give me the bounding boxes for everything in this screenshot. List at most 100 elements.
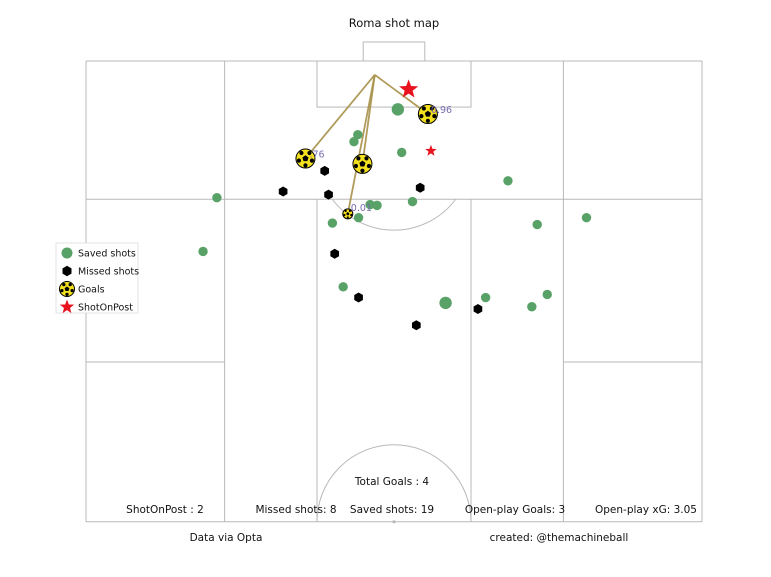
legend-item-missed: Missed shots [62,265,139,278]
assist-line [346,74,376,215]
goal-ball-patch [307,150,312,156]
saved-shot-marker [372,200,382,211]
legend-saved-icon [61,247,73,259]
stat-open-play-goals: Open-play Goals: 3 [465,504,565,516]
shot-on-post-marker [425,144,437,156]
credit-created: created: @themachineball [490,532,629,544]
stat-total-goals: Total Goals : 4 [354,476,429,488]
goal-xg-labels: 0.96 .76 0.01 [309,105,452,214]
saved-shot-marker [212,193,222,203]
stat-open-play-xg: Open-play xG: 3.05 [595,504,697,516]
saved-shot-marker [349,136,359,147]
goal-ball-patch [343,213,346,217]
goal-ball-patch [364,156,369,161]
goal-ball-patch [64,286,70,292]
assist-line [374,74,429,115]
goal-ball-patch [356,156,361,161]
legend-missed-icon [62,265,72,277]
goal-ball-patch [346,216,349,219]
legend-post-icon [59,299,75,314]
goal-marker [352,153,373,174]
goal-ball-patch [302,155,309,162]
legend-item-goals: Goals [59,281,105,297]
six-yard-box [316,60,472,108]
goal-ball-patch [429,106,434,111]
goal-ball-patch [366,163,372,169]
legend-item-post: ShotOnPost [59,299,133,314]
saved-shot-marker [198,246,208,257]
goal-ball-patch [353,163,359,169]
missed-shot-marker [412,320,421,331]
saved-shot-marker [353,212,364,223]
missed-shot-marker [324,189,333,200]
saved-shot-marker [527,302,537,312]
saved-shot-marker [439,296,452,310]
legend-label-post: ShotOnPost [78,303,133,314]
missed-shot-marker [278,186,288,197]
saved-shot-marker [327,218,338,228]
stats-panel: Total Goals : 4 ShotOnPost : 2 Missed sh… [126,476,697,516]
goal-ball-patch [419,114,424,119]
stat-missed-shots: Missed shots: 8 [255,504,336,516]
goal-ball-patch [359,160,366,167]
saved-shot-marker [532,219,542,230]
goal-ball-patch [432,114,437,119]
legend: Saved shots Missed shots Goals ShotOnPost [55,242,139,314]
saved-shot-marker [581,212,592,223]
goal-xg-label: 0.96 [431,105,452,116]
penalty-box [224,60,564,200]
credit-source: Data via Opta [190,532,263,544]
goal-ball-patch [68,282,72,287]
stat-saved-shots: Saved shots: 19 [350,504,434,516]
legend-item-saved: Saved shots [61,247,136,260]
legend-label-missed: Missed shots [78,267,139,278]
saved-shot-marker [353,130,363,140]
goal-ball-patch [348,209,352,213]
saved-shot-marker [391,103,405,116]
legend-label-goals: Goals [78,285,105,296]
missed-shot-marker [415,182,425,193]
goal-xg-label: .76 [309,150,324,161]
goal-marker [417,103,438,124]
goal [362,41,426,62]
goal-ball-patch [421,106,426,111]
centre-spot [392,520,396,524]
goal-ball-patch [344,209,347,213]
goal-ball-patch [360,168,365,173]
missed-shot-marker [473,304,483,315]
missed-shot-marker [354,292,363,303]
assist-lines [304,74,429,215]
saved-shot-marker [365,199,375,210]
pitch [85,41,703,524]
saved-shot-marker [542,289,552,300]
legend-label-saved: Saved shots [78,249,136,260]
goal-ball-patch [296,158,302,163]
saved-shot-marker [480,292,491,303]
goal-ball-patch [309,158,315,163]
goal-xg-label: 0.01 [351,203,372,214]
chart-title: Roma shot map [349,16,439,30]
goal-marker [295,148,316,169]
goal-ball-patch [70,289,74,293]
goal-ball-patch [346,212,350,216]
goal-ball-patch [424,110,431,117]
missed-shot-marker [330,248,340,259]
goal-ball-patch [62,282,66,287]
credits: Data via Opta created: @themachineball [190,532,629,544]
shot-on-post-marker [399,79,419,98]
goal-marker [342,208,354,220]
goal-ball-patch [299,150,304,156]
stat-shot-on-post: ShotOnPost : 2 [126,504,204,516]
saved-shot-marker [407,196,418,207]
goal-ball-patch [60,289,64,293]
goal-ball-patch [350,213,353,217]
assist-line [304,74,376,160]
goal-ball-patch [425,118,430,123]
centre-circle [316,444,472,522]
goal-ball-patch [303,163,308,168]
saved-shot-marker [503,176,513,186]
saved-shot-marker [338,282,348,292]
saved-shot-marker [397,147,407,158]
missed-shot-marker [320,165,330,176]
